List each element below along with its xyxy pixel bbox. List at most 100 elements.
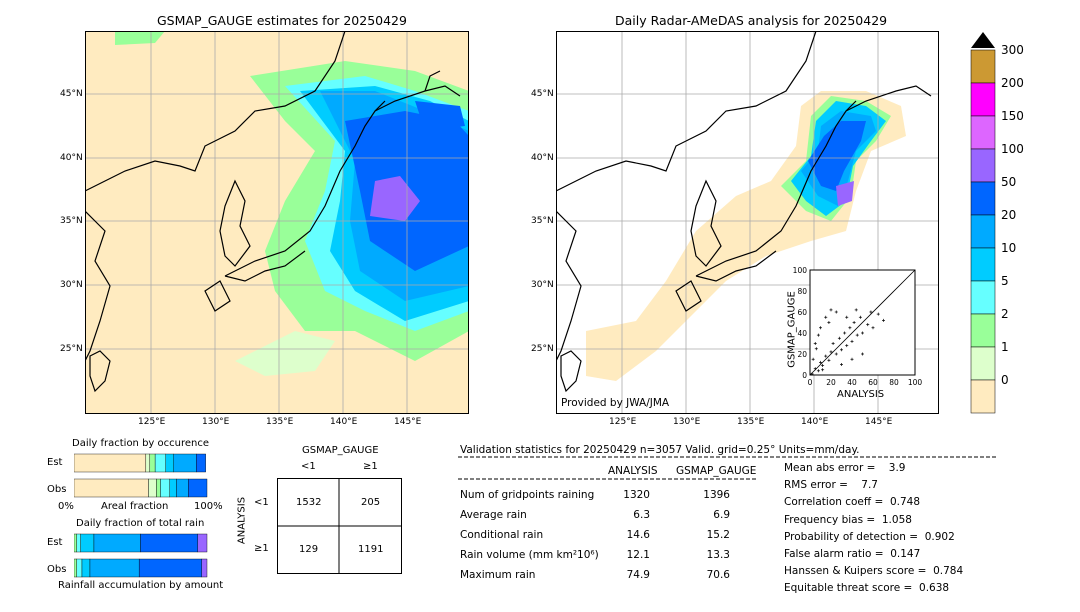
validation-gsmap: 1396 bbox=[703, 489, 730, 501]
scatter-ylabel: GSMAP_GAUGE bbox=[786, 291, 798, 368]
credit-text: Provided by JWA/JMA bbox=[561, 397, 670, 409]
bar-segment bbox=[148, 478, 157, 498]
scatter-x-tick: 0 bbox=[808, 378, 813, 387]
scatter-point bbox=[861, 352, 864, 356]
scatter-point bbox=[810, 372, 814, 376]
scatter-point bbox=[871, 326, 875, 330]
scatter-point bbox=[869, 310, 873, 314]
scatter-point bbox=[837, 336, 841, 340]
scatter-x-tick: 80 bbox=[889, 378, 899, 387]
bar-segment bbox=[145, 453, 151, 473]
scatter-point bbox=[816, 369, 820, 373]
total-rain-title: Daily fraction of total rain bbox=[76, 518, 205, 529]
bar-segment bbox=[89, 558, 140, 578]
scatter-point bbox=[811, 357, 815, 361]
scatter-point bbox=[834, 352, 838, 356]
bar-segment bbox=[201, 558, 208, 578]
right-lat-40: 40°N bbox=[531, 153, 554, 163]
scatter-point bbox=[813, 367, 817, 371]
scatter-point bbox=[813, 342, 817, 345]
contingency-col-ge: ≥1 bbox=[363, 461, 378, 472]
contingency-row-header: ANALYSIS bbox=[236, 496, 248, 545]
scatter-point bbox=[858, 315, 862, 319]
right-lat-25: 25°N bbox=[531, 344, 554, 354]
total-rain-row-obs: Obs bbox=[47, 564, 67, 575]
total-rain-footer: Rainfall accumulation by amount bbox=[58, 580, 224, 591]
right-map bbox=[556, 31, 939, 414]
scatter-diagonal bbox=[809, 269, 916, 376]
scatter-point bbox=[852, 321, 856, 324]
bar-segment bbox=[165, 453, 174, 473]
bar-segment bbox=[74, 558, 77, 578]
validation-label: Rain volume (mm km²10⁶) bbox=[460, 549, 599, 561]
left-map-grid bbox=[85, 31, 469, 414]
colorbar-label: 20 bbox=[1001, 208, 1017, 222]
bar-segment bbox=[74, 478, 149, 498]
contingency-cell-fa: 205 bbox=[361, 497, 381, 508]
scatter-point bbox=[845, 344, 849, 348]
colorbar-segment bbox=[970, 247, 996, 282]
scatter-x-tick: 100 bbox=[908, 378, 923, 387]
bar-segment bbox=[156, 478, 161, 498]
total-rain-bars bbox=[74, 533, 208, 578]
validation-score: Frequency bias = 1.058 bbox=[784, 513, 912, 526]
contingency-cell-tn: 1532 bbox=[296, 497, 322, 508]
colorbar-label: 100 bbox=[1001, 142, 1024, 156]
scatter-point bbox=[814, 347, 818, 351]
right-lat-35: 35°N bbox=[531, 216, 554, 226]
colorbar-segment bbox=[970, 181, 996, 216]
scatter-y-tick: 20 bbox=[797, 350, 807, 359]
scatter-y-tick: 100 bbox=[793, 266, 808, 275]
validation-analysis: 14.6 bbox=[626, 529, 650, 541]
scatter-point bbox=[866, 323, 870, 327]
colorbar-label: 0 bbox=[1001, 373, 1009, 387]
scatter-point bbox=[834, 310, 838, 314]
colorbar-segment bbox=[970, 148, 996, 183]
bar-segment bbox=[76, 558, 83, 578]
colorbar-segment bbox=[970, 82, 996, 117]
validation-header: Validation statistics for 20250429 n=305… bbox=[460, 444, 860, 456]
colorbar-label: 200 bbox=[1001, 76, 1024, 90]
validation-score: Mean abs error = 3.9 bbox=[784, 462, 906, 474]
contingency-row-lt: <1 bbox=[254, 497, 269, 508]
scatter-point bbox=[840, 348, 843, 352]
scatter-point bbox=[845, 315, 849, 319]
scatter-x-tick: 20 bbox=[826, 378, 836, 387]
validation-score: Equitable threat score = 0.638 bbox=[784, 582, 950, 595]
right-map-coastlines bbox=[556, 31, 932, 393]
scatter-point bbox=[827, 358, 831, 362]
bar-segment bbox=[173, 453, 197, 473]
scatter-point bbox=[821, 364, 825, 368]
bar-segment bbox=[188, 478, 208, 498]
bar-segment bbox=[74, 453, 147, 473]
scatter-point bbox=[824, 354, 828, 358]
scatter-y-tick: 0 bbox=[802, 371, 807, 380]
validation-score: Hanssen & Kuipers score = 0.784 bbox=[784, 565, 964, 578]
bar-segment bbox=[74, 533, 77, 553]
colorbar-segment bbox=[970, 214, 996, 249]
colorbar-segment bbox=[970, 49, 996, 84]
colorbar-extend-arrow bbox=[971, 32, 995, 48]
left-lat-25: 25°N bbox=[60, 344, 83, 354]
validation-label: Conditional rain bbox=[460, 529, 544, 541]
right-lon-130: 130°E bbox=[673, 417, 701, 427]
colorbar-label: 150 bbox=[1001, 109, 1024, 123]
scatter-point bbox=[882, 318, 885, 322]
validation-label: Average rain bbox=[460, 509, 527, 521]
left-lon-135: 135°E bbox=[266, 417, 294, 427]
validation-col-gsmap: GSMAP_GAUGE bbox=[676, 465, 757, 477]
scatter-points bbox=[810, 308, 885, 376]
occurrence-axis-mid: Areal fraction bbox=[101, 501, 169, 512]
right-map-title: Daily Radar-AMeDAS analysis for 20250429 bbox=[615, 13, 888, 28]
left-map-coastlines bbox=[85, 31, 461, 393]
scatter-point bbox=[848, 326, 852, 330]
right-lon-140: 140°E bbox=[801, 417, 829, 427]
bar-segment bbox=[154, 453, 166, 473]
occurrence-bars bbox=[74, 453, 208, 498]
occurrence-title: Daily fraction by occurence bbox=[72, 438, 210, 449]
scatter-y-ticks: 0 20 40 60 80 100 bbox=[793, 266, 808, 380]
right-lon-135: 135°E bbox=[737, 417, 765, 427]
colorbar-segment bbox=[970, 313, 996, 348]
validation-gsmap: 15.2 bbox=[706, 529, 730, 541]
scatter-point bbox=[854, 308, 858, 312]
